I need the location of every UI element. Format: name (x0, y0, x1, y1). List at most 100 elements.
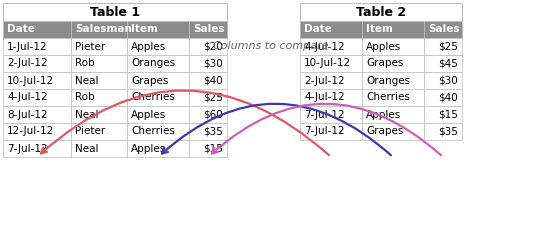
Bar (362, 38, 424, 55)
Bar (3, 21, 71, 38)
Bar (300, 3, 462, 21)
Bar (3, 89, 71, 106)
Text: Apples: Apples (366, 109, 401, 119)
Text: Oranges: Oranges (366, 76, 410, 85)
Bar (71, 55, 127, 72)
Text: $60: $60 (203, 109, 223, 119)
Bar (424, 89, 462, 106)
Bar (189, 21, 227, 38)
Text: 2-Jul-12: 2-Jul-12 (7, 58, 48, 69)
Text: Cherries: Cherries (366, 92, 410, 103)
Bar (424, 21, 462, 38)
Text: $15: $15 (203, 143, 223, 154)
Text: 4-Jul-12: 4-Jul-12 (7, 92, 48, 103)
Bar (300, 89, 362, 106)
Bar (127, 38, 189, 55)
Text: Neal: Neal (75, 76, 98, 85)
Text: Salesman: Salesman (75, 24, 132, 34)
Bar (127, 21, 189, 38)
Text: Table 2: Table 2 (356, 6, 406, 18)
Text: 7-Jul-12: 7-Jul-12 (304, 109, 345, 119)
Text: Neal: Neal (75, 143, 98, 154)
Bar (189, 106, 227, 123)
Text: $40: $40 (438, 92, 458, 103)
Text: 1-Jul-12: 1-Jul-12 (7, 42, 48, 52)
Bar (300, 3, 462, 21)
Text: Sales: Sales (193, 24, 225, 34)
Bar (300, 106, 362, 123)
Bar (300, 21, 362, 38)
Text: Date: Date (304, 24, 332, 34)
Bar (3, 3, 227, 21)
Bar (362, 106, 424, 123)
Bar (71, 38, 127, 55)
Text: $45: $45 (438, 58, 458, 69)
Text: Neal: Neal (75, 109, 98, 119)
Bar (3, 55, 71, 72)
Text: Date: Date (7, 24, 35, 34)
Text: Cherries: Cherries (131, 127, 175, 137)
Text: 2-Jul-12: 2-Jul-12 (304, 76, 345, 85)
Bar (189, 38, 227, 55)
Text: Grapes: Grapes (131, 76, 168, 85)
Text: Pieter: Pieter (75, 42, 105, 52)
Text: Rob: Rob (75, 58, 95, 69)
Text: Item: Item (366, 24, 393, 34)
Text: 8-Jul-12: 8-Jul-12 (7, 109, 48, 119)
Text: $40: $40 (203, 76, 223, 85)
Text: 4-Jul-12: 4-Jul-12 (304, 42, 345, 52)
Bar (424, 55, 462, 72)
Text: Oranges: Oranges (131, 58, 175, 69)
Bar (424, 106, 462, 123)
Bar (189, 123, 227, 140)
Text: Cherries: Cherries (131, 92, 175, 103)
Text: $30: $30 (438, 76, 458, 85)
Bar (3, 38, 71, 55)
Text: Apples: Apples (131, 109, 166, 119)
Bar (71, 89, 127, 106)
Bar (424, 123, 462, 140)
Bar (300, 38, 362, 55)
Bar (3, 72, 71, 89)
Text: Item: Item (131, 24, 158, 34)
Text: Table 2: Table 2 (356, 6, 406, 18)
Bar (71, 72, 127, 89)
Bar (362, 55, 424, 72)
FancyArrowPatch shape (41, 90, 329, 155)
Bar (127, 89, 189, 106)
Bar (362, 21, 424, 38)
Text: $30: $30 (203, 58, 223, 69)
Bar (362, 123, 424, 140)
Text: Apples: Apples (131, 42, 166, 52)
Bar (127, 106, 189, 123)
Text: 10-Jul-12: 10-Jul-12 (304, 58, 351, 69)
FancyArrowPatch shape (162, 104, 391, 155)
Bar (189, 55, 227, 72)
Text: Sales: Sales (428, 24, 459, 34)
Bar (3, 140, 71, 157)
Bar (424, 38, 462, 55)
Bar (300, 55, 362, 72)
Bar (3, 106, 71, 123)
Text: 12-Jul-12: 12-Jul-12 (7, 127, 54, 137)
FancyArrowPatch shape (212, 104, 441, 155)
Text: 7-Jul-12: 7-Jul-12 (304, 127, 345, 137)
Bar (127, 55, 189, 72)
Bar (3, 3, 227, 21)
Bar (71, 106, 127, 123)
Text: Grapes: Grapes (366, 127, 404, 137)
Bar (300, 123, 362, 140)
Text: Table 1: Table 1 (90, 6, 140, 18)
Text: Table 1: Table 1 (90, 6, 140, 18)
Text: Apples: Apples (366, 42, 401, 52)
Bar (127, 123, 189, 140)
Text: 10-Jul-12: 10-Jul-12 (7, 76, 54, 85)
Text: Apples: Apples (131, 143, 166, 154)
Text: $25: $25 (203, 92, 223, 103)
Bar (362, 89, 424, 106)
Text: Columns to compare: Columns to compare (213, 41, 329, 51)
Text: Pieter: Pieter (75, 127, 105, 137)
Bar (127, 72, 189, 89)
Bar (189, 89, 227, 106)
Text: $35: $35 (438, 127, 458, 137)
